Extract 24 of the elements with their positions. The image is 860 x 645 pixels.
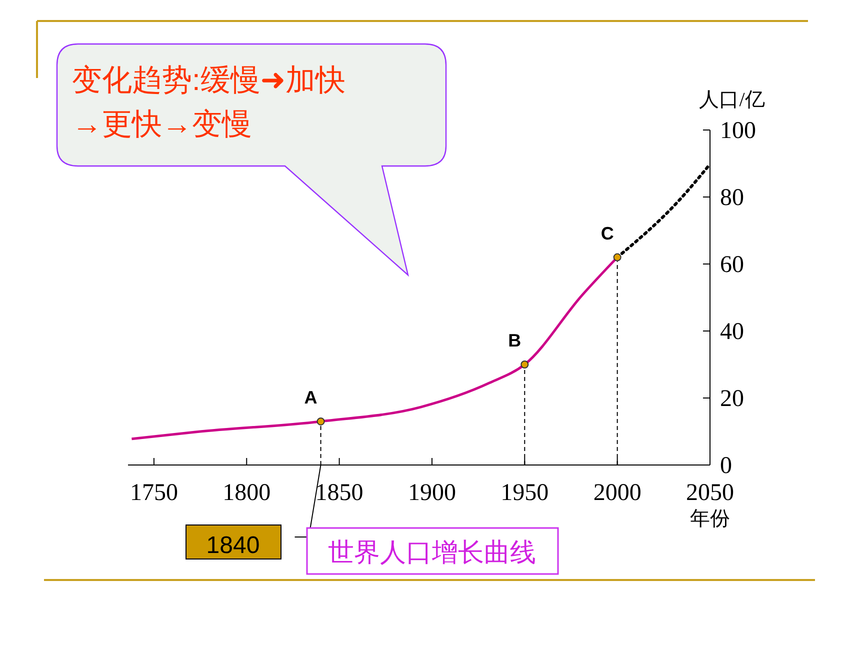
- y-tick-label: 80: [720, 185, 744, 211]
- y-axis-title: 人口/亿: [699, 89, 765, 111]
- y-tick-label: 0: [720, 453, 732, 479]
- y-tick-label: 100: [720, 118, 756, 144]
- y-tick-label: 60: [720, 252, 744, 278]
- point: [613, 253, 622, 262]
- x-tick-label: 2050: [686, 480, 734, 506]
- x-tick-label: 1800: [222, 480, 271, 506]
- x-axis-title: 年份: [690, 508, 730, 530]
- x-tick-label: 1950: [500, 480, 549, 506]
- annotation: C: [600, 223, 614, 244]
- x-tick-label: 2000: [593, 480, 642, 506]
- x-tick-label: 1850: [315, 480, 364, 506]
- annotation: A: [304, 387, 318, 408]
- annotation: 变化趋势:缓慢➜加快 →更快→变慢: [72, 64, 346, 141]
- text: 世界人口增长曲线: [328, 538, 536, 567]
- y-tick-label: 40: [720, 319, 744, 345]
- point: [316, 417, 325, 426]
- annotation: B: [508, 330, 522, 350]
- x-tick-label: 1900: [408, 480, 456, 506]
- point: [520, 360, 529, 368]
- y-tick-label: 20: [720, 386, 744, 412]
- text: 1840: [206, 532, 260, 559]
- x-tick-label: 1750: [130, 480, 178, 506]
